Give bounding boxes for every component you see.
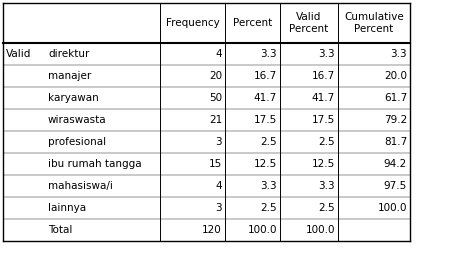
- Text: 100.0: 100.0: [247, 225, 277, 235]
- Text: 12.5: 12.5: [254, 159, 277, 169]
- Text: 20.0: 20.0: [384, 71, 407, 81]
- Text: 50: 50: [209, 93, 222, 103]
- Text: 61.7: 61.7: [384, 93, 407, 103]
- Text: wiraswasta: wiraswasta: [48, 115, 106, 125]
- Text: Percent: Percent: [233, 18, 272, 28]
- Text: 100.0: 100.0: [378, 203, 407, 213]
- Text: 3.3: 3.3: [319, 49, 335, 59]
- Text: 3: 3: [215, 137, 222, 147]
- Text: 2.5: 2.5: [319, 137, 335, 147]
- Text: 12.5: 12.5: [312, 159, 335, 169]
- Text: Frequency: Frequency: [166, 18, 219, 28]
- Text: 17.5: 17.5: [312, 115, 335, 125]
- Text: 100.0: 100.0: [306, 225, 335, 235]
- Text: 15: 15: [209, 159, 222, 169]
- Text: 17.5: 17.5: [254, 115, 277, 125]
- Text: 20: 20: [209, 71, 222, 81]
- Text: 41.7: 41.7: [254, 93, 277, 103]
- Text: Valid
Percent: Valid Percent: [289, 12, 329, 34]
- Text: lainnya: lainnya: [48, 203, 86, 213]
- Text: 3.3: 3.3: [319, 181, 335, 191]
- Text: karyawan: karyawan: [48, 93, 99, 103]
- Text: 4: 4: [215, 49, 222, 59]
- Text: 3.3: 3.3: [260, 181, 277, 191]
- Text: Cumulative
Percent: Cumulative Percent: [344, 12, 404, 34]
- Text: 41.7: 41.7: [312, 93, 335, 103]
- Text: 120: 120: [202, 225, 222, 235]
- Text: 4: 4: [215, 181, 222, 191]
- Text: 16.7: 16.7: [254, 71, 277, 81]
- Text: direktur: direktur: [48, 49, 89, 59]
- Text: 2.5: 2.5: [319, 203, 335, 213]
- Text: 21: 21: [209, 115, 222, 125]
- Text: 3.3: 3.3: [391, 49, 407, 59]
- Text: Total: Total: [48, 225, 73, 235]
- Text: 94.2: 94.2: [384, 159, 407, 169]
- Text: 79.2: 79.2: [384, 115, 407, 125]
- Text: 2.5: 2.5: [260, 203, 277, 213]
- Text: 16.7: 16.7: [312, 71, 335, 81]
- Text: ibu rumah tangga: ibu rumah tangga: [48, 159, 142, 169]
- Text: 3.3: 3.3: [260, 49, 277, 59]
- Text: Valid: Valid: [6, 49, 31, 59]
- Text: 3: 3: [215, 203, 222, 213]
- Text: manajer: manajer: [48, 71, 91, 81]
- Text: 81.7: 81.7: [384, 137, 407, 147]
- Text: 2.5: 2.5: [260, 137, 277, 147]
- Text: mahasiswa/i: mahasiswa/i: [48, 181, 113, 191]
- Text: profesional: profesional: [48, 137, 106, 147]
- Text: 97.5: 97.5: [384, 181, 407, 191]
